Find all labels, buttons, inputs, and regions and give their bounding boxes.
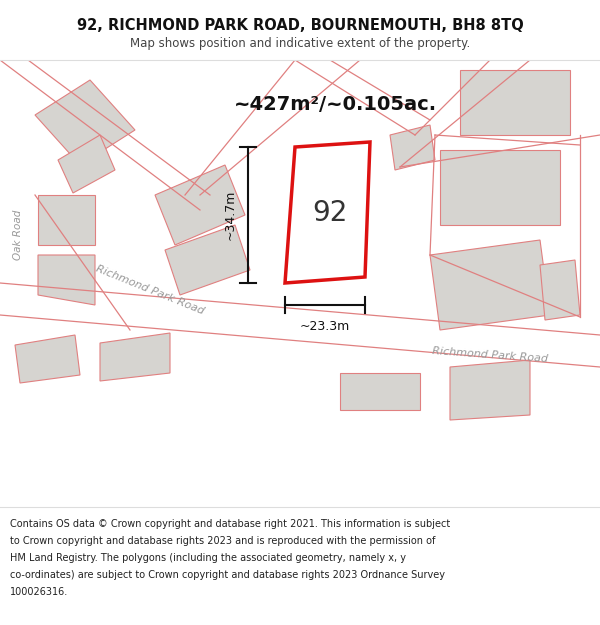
Bar xyxy=(0,0,600,60)
Text: HM Land Registry. The polygons (including the associated geometry, namely x, y: HM Land Registry. The polygons (includin… xyxy=(10,553,406,563)
Bar xyxy=(0,507,600,625)
Text: ~427m²/~0.105ac.: ~427m²/~0.105ac. xyxy=(233,96,437,114)
Polygon shape xyxy=(340,373,420,410)
Polygon shape xyxy=(38,195,95,245)
Polygon shape xyxy=(285,142,370,283)
Polygon shape xyxy=(165,225,250,295)
Text: co-ordinates) are subject to Crown copyright and database rights 2023 Ordnance S: co-ordinates) are subject to Crown copyr… xyxy=(10,570,445,580)
Polygon shape xyxy=(540,260,580,320)
Polygon shape xyxy=(440,150,560,225)
Polygon shape xyxy=(58,135,115,193)
Text: Richmond Park Road: Richmond Park Road xyxy=(94,264,206,316)
Text: to Crown copyright and database rights 2023 and is reproduced with the permissio: to Crown copyright and database rights 2… xyxy=(10,536,436,546)
Polygon shape xyxy=(460,70,570,135)
Polygon shape xyxy=(38,255,95,305)
Text: Contains OS data © Crown copyright and database right 2021. This information is : Contains OS data © Crown copyright and d… xyxy=(10,519,450,529)
Text: Richmond Park Road: Richmond Park Road xyxy=(432,346,548,364)
Polygon shape xyxy=(35,80,135,165)
Polygon shape xyxy=(0,283,600,387)
Text: ~23.3m: ~23.3m xyxy=(300,321,350,334)
Polygon shape xyxy=(155,165,245,245)
Polygon shape xyxy=(0,195,35,340)
Polygon shape xyxy=(390,125,435,170)
Polygon shape xyxy=(15,335,80,383)
Polygon shape xyxy=(0,60,200,210)
Text: 100026316.: 100026316. xyxy=(10,587,68,597)
Polygon shape xyxy=(290,60,415,180)
Text: ~34.7m: ~34.7m xyxy=(223,190,236,240)
Text: 92: 92 xyxy=(313,199,347,227)
Polygon shape xyxy=(450,360,530,420)
Text: 92, RICHMOND PARK ROAD, BOURNEMOUTH, BH8 8TQ: 92, RICHMOND PARK ROAD, BOURNEMOUTH, BH8… xyxy=(77,18,523,32)
Text: Map shows position and indicative extent of the property.: Map shows position and indicative extent… xyxy=(130,38,470,51)
Text: Oak Road: Oak Road xyxy=(13,210,23,260)
Polygon shape xyxy=(430,240,550,330)
Polygon shape xyxy=(100,333,170,381)
